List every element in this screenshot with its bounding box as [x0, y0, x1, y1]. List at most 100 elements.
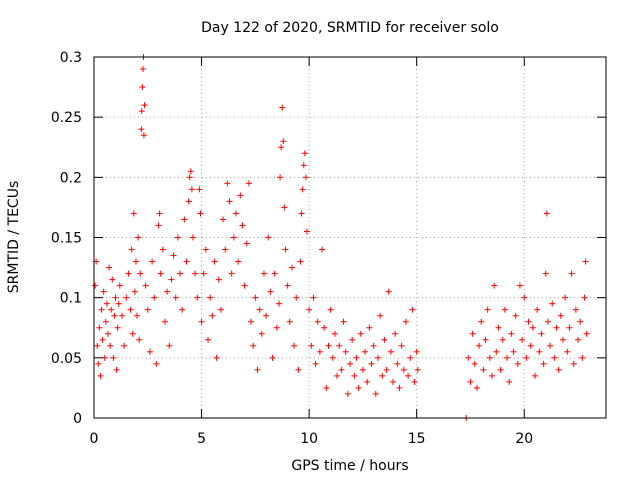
- data-point: [409, 306, 416, 313]
- data-point: [104, 330, 111, 337]
- data-point: [134, 312, 141, 319]
- data-point: [111, 312, 118, 319]
- data-point: [186, 174, 193, 181]
- data-point: [465, 354, 472, 361]
- data-point: [540, 360, 547, 367]
- data-point: [398, 342, 405, 349]
- data-point: [394, 360, 401, 367]
- data-point: [480, 366, 487, 373]
- data-point: [527, 342, 534, 349]
- data-point: [241, 282, 248, 289]
- data-point: [493, 348, 500, 355]
- data-point: [149, 258, 156, 265]
- data-point: [106, 264, 113, 271]
- data-point: [213, 354, 220, 361]
- data-points: [92, 54, 590, 421]
- data-point: [172, 294, 179, 301]
- data-point: [301, 150, 308, 157]
- data-point: [157, 270, 164, 277]
- data-point: [267, 288, 274, 295]
- data-point: [529, 324, 536, 331]
- data-point: [534, 306, 541, 313]
- data-point: [331, 330, 338, 337]
- data-point: [95, 360, 102, 367]
- data-point: [224, 180, 231, 187]
- data-point: [342, 348, 349, 355]
- data-point: [383, 366, 390, 373]
- chart-title: Day 122 of 2020, SRMTID for receiver sol…: [201, 20, 499, 36]
- data-point: [205, 336, 212, 343]
- x-tick-label: 20: [515, 431, 533, 447]
- data-point: [390, 378, 397, 385]
- data-point: [230, 234, 237, 241]
- data-point: [414, 366, 421, 373]
- data-point: [174, 234, 181, 241]
- data-point: [544, 318, 551, 325]
- data-point: [194, 294, 201, 301]
- data-point: [142, 282, 149, 289]
- data-point: [377, 312, 384, 319]
- data-point: [568, 270, 575, 277]
- data-point: [155, 222, 162, 229]
- data-point: [197, 210, 204, 217]
- data-point: [254, 366, 261, 373]
- data-point: [501, 306, 508, 313]
- data-point: [273, 324, 280, 331]
- data-point: [277, 174, 284, 181]
- data-point: [284, 282, 291, 289]
- data-point: [200, 270, 207, 277]
- data-point: [94, 342, 101, 349]
- data-point: [232, 210, 239, 217]
- data-point: [248, 318, 255, 325]
- data-point: [374, 354, 381, 361]
- data-point: [329, 354, 336, 361]
- data-point: [557, 312, 564, 319]
- data-point: [510, 348, 517, 355]
- y-tick-label: 0.15: [51, 231, 82, 247]
- y-tick-label: 0.25: [51, 110, 82, 126]
- data-point: [570, 360, 577, 367]
- data-point: [108, 306, 115, 313]
- data-point: [516, 282, 523, 289]
- data-point: [110, 354, 117, 361]
- data-point: [239, 222, 246, 229]
- data-point: [469, 330, 476, 337]
- data-point: [127, 306, 134, 313]
- data-point: [137, 270, 144, 277]
- data-point: [136, 336, 143, 343]
- data-point: [226, 198, 233, 205]
- data-point: [192, 270, 199, 277]
- data-point: [538, 330, 545, 337]
- y-tick-label: 0.05: [51, 351, 82, 367]
- data-point: [316, 348, 323, 355]
- data-point: [131, 288, 138, 295]
- data-point: [478, 318, 485, 325]
- data-point: [366, 324, 373, 331]
- data-point: [347, 360, 353, 367]
- data-point: [170, 252, 177, 259]
- x-tick-label: 15: [408, 431, 426, 447]
- data-point: [543, 210, 550, 217]
- data-point: [256, 306, 263, 313]
- data-point: [499, 336, 506, 343]
- data-point: [188, 186, 195, 193]
- data-point: [551, 354, 558, 361]
- data-point: [99, 336, 106, 343]
- data-point: [364, 378, 371, 385]
- data-point: [198, 318, 205, 325]
- data-point: [271, 270, 278, 277]
- data-point: [179, 306, 186, 313]
- data-point: [310, 294, 317, 301]
- data-point: [96, 324, 103, 331]
- data-point: [151, 294, 158, 301]
- data-point: [144, 306, 151, 313]
- data-point: [103, 300, 110, 307]
- data-point: [327, 306, 334, 313]
- data-point: [392, 330, 399, 337]
- data-point: [553, 324, 560, 331]
- data-point: [353, 354, 360, 361]
- data-point: [250, 342, 257, 349]
- data-point: [282, 246, 289, 253]
- data-point: [402, 318, 409, 325]
- data-point: [166, 342, 173, 349]
